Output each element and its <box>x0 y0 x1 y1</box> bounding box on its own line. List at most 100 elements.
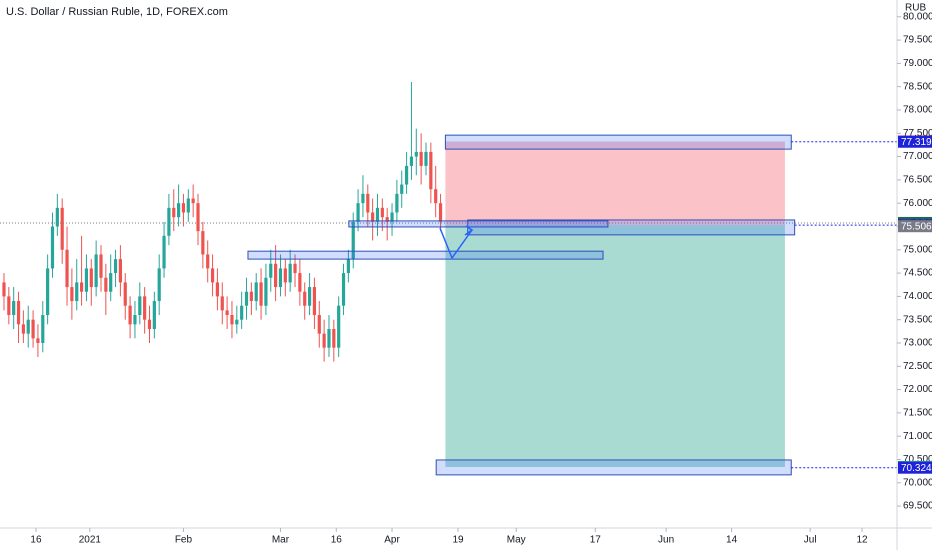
drawn-rectangle <box>348 220 609 228</box>
candle-body <box>50 226 55 269</box>
candle-body <box>361 193 365 204</box>
candle-body <box>79 282 84 292</box>
candle-body <box>274 263 278 288</box>
candle-body <box>278 268 283 288</box>
candle-body <box>41 315 45 343</box>
candle-body <box>424 151 428 166</box>
candle-body <box>434 189 438 204</box>
candle-body <box>429 151 433 190</box>
candle-body <box>337 305 341 348</box>
price-label: 75.506 <box>901 221 932 232</box>
candle-body <box>312 287 317 316</box>
drawn-rectangle <box>247 250 604 260</box>
candle-body <box>254 282 258 302</box>
candle-body <box>123 282 127 306</box>
candle-body <box>400 184 404 194</box>
candle-body <box>404 165 409 185</box>
price-label-box <box>898 220 932 233</box>
target-zone <box>445 225 785 467</box>
candle-body <box>371 212 375 222</box>
price-label: 70.324 <box>901 463 932 474</box>
price-label-box <box>898 461 932 474</box>
candle-body <box>157 268 161 302</box>
candle-body <box>16 301 21 325</box>
price-label-box <box>898 135 932 148</box>
x-tick-label: Mar <box>272 535 290 546</box>
candle-body <box>196 203 200 232</box>
candle-body <box>366 193 370 213</box>
plot-layer <box>0 82 897 476</box>
candle-body <box>244 291 249 306</box>
candle-body <box>65 249 69 288</box>
candle-body <box>143 296 147 320</box>
candle-body <box>259 282 263 306</box>
candle-body <box>186 198 190 213</box>
x-tick-label: 19 <box>452 535 464 546</box>
candle-body <box>21 324 25 334</box>
candle-body <box>177 203 181 218</box>
candle-body <box>385 217 389 222</box>
y-tick-label: 74.500 <box>903 268 932 279</box>
x-tick-label: 12 <box>857 535 869 546</box>
candle-body <box>380 207 384 218</box>
candle-body <box>26 319 30 334</box>
y-tick-label: 79.000 <box>903 58 932 69</box>
candle-body <box>230 315 234 325</box>
candle-body <box>60 207 64 250</box>
candle-body <box>104 277 108 292</box>
y-tick-label: 74.000 <box>903 291 932 302</box>
candle-body <box>298 273 302 292</box>
candle-body <box>2 282 6 297</box>
x-tick-label: Apr <box>384 535 400 546</box>
drawn-rectangle <box>444 134 792 150</box>
candle-body <box>438 203 443 222</box>
candle-body <box>147 319 152 330</box>
y-tick-label: 75.000 <box>903 244 932 255</box>
y-tick-label: 76.500 <box>903 175 932 186</box>
candle-body <box>162 235 166 269</box>
candle-body <box>332 329 336 348</box>
y-tick-label: 73.500 <box>903 314 932 325</box>
candle-body <box>288 263 292 283</box>
candle-body <box>89 268 93 288</box>
candle-body <box>128 305 132 325</box>
chart-title: U.S. Dollar / Russian Ruble, 1D, FOREX.c… <box>6 6 228 18</box>
candle-body <box>70 287 74 302</box>
candle-body <box>167 207 171 236</box>
candle-body <box>7 296 11 316</box>
candle-body <box>419 151 423 166</box>
y-tick-label: 70.000 <box>903 477 932 488</box>
candle-body <box>210 268 215 283</box>
candle-body <box>240 305 244 320</box>
x-tick-label: Jun <box>658 535 674 546</box>
candle-body <box>75 282 79 302</box>
x-tick-label: 2021 <box>79 535 102 546</box>
candle-body <box>94 254 98 288</box>
y-tick-label: 79.500 <box>903 35 932 46</box>
candle-body <box>84 268 89 292</box>
x-tick-label: Feb <box>175 535 193 546</box>
candle-body <box>356 203 360 222</box>
candle-body <box>327 329 331 348</box>
y-tick-label: 77.000 <box>903 151 932 162</box>
drawn-rectangle <box>435 459 792 476</box>
y-tick-label: 78.000 <box>903 105 932 116</box>
y-tick-label: 71.000 <box>903 431 932 442</box>
candle-body <box>138 296 142 316</box>
candle-body <box>235 319 239 325</box>
candle-body <box>36 338 40 343</box>
candle-body <box>293 263 297 274</box>
candle-body <box>109 273 113 292</box>
candle-body <box>225 310 229 316</box>
currency-label: RUB <box>905 3 926 14</box>
y-tick-label: 76.000 <box>903 198 932 209</box>
candle-body <box>206 254 210 269</box>
candle-body <box>99 254 103 278</box>
candle-body <box>249 291 253 302</box>
candle-body <box>269 263 273 278</box>
y-tick-label: 80.000 <box>903 11 932 22</box>
stop-zone <box>445 141 785 226</box>
candle-body <box>172 207 176 218</box>
candle-body <box>375 207 380 222</box>
